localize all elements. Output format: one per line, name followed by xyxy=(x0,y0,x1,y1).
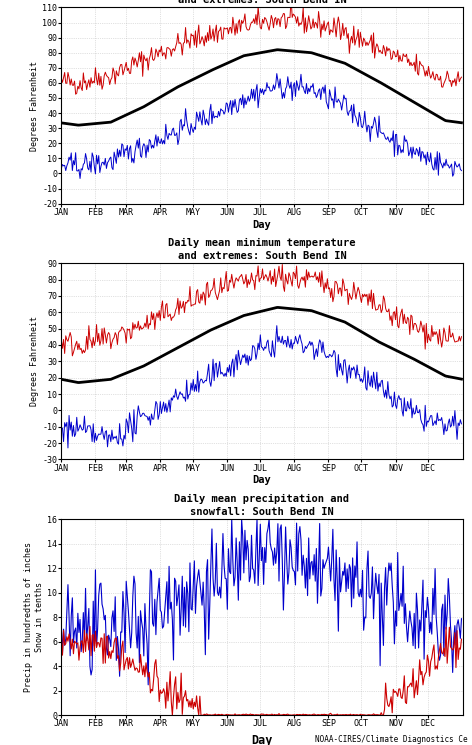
Title: Daily mean maximum temperature
and extremes: South Bend IN: Daily mean maximum temperature and extre… xyxy=(168,0,356,5)
X-axis label: Day: Day xyxy=(251,734,273,745)
X-axis label: Day: Day xyxy=(253,220,271,229)
Text: NOAA-CIRES/Climate Diagnostics Ce: NOAA-CIRES/Climate Diagnostics Ce xyxy=(315,735,467,744)
Y-axis label: Degrees Fahrenheit: Degrees Fahrenheit xyxy=(30,317,40,406)
Y-axis label: Degrees Fahrenheit: Degrees Fahrenheit xyxy=(30,60,40,150)
Title: Daily mean minimum temperature
and extremes: South Bend IN: Daily mean minimum temperature and extre… xyxy=(168,238,356,261)
X-axis label: Day: Day xyxy=(253,475,271,485)
Title: Daily mean precipitation and
snowfall: South Bend IN: Daily mean precipitation and snowfall: S… xyxy=(175,494,349,517)
Y-axis label: Precip in hundredths of inches
Snow in tenths: Precip in hundredths of inches Snow in t… xyxy=(25,542,44,692)
